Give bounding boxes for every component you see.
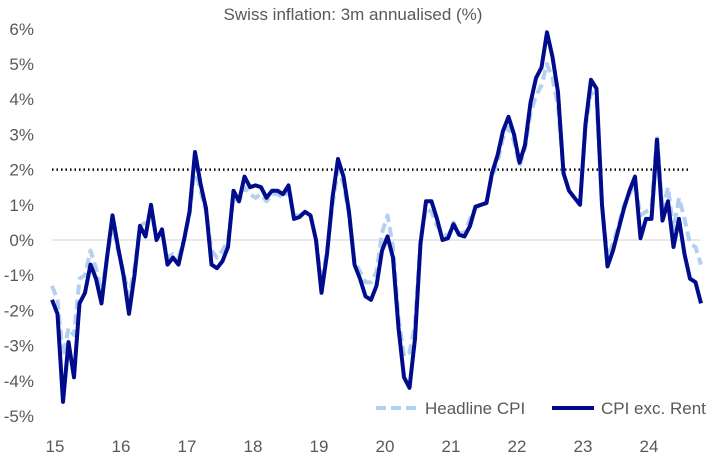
x-tick-label: 18 <box>244 437 263 456</box>
x-tick-label: 20 <box>376 437 395 456</box>
y-tick-label: 0% <box>9 231 34 250</box>
y-tick-label: -5% <box>4 407 34 426</box>
y-tick-label: -1% <box>4 266 34 285</box>
x-tick-label: 21 <box>442 437 461 456</box>
y-tick-label: -3% <box>4 337 34 356</box>
x-tick-label: 19 <box>310 437 329 456</box>
y-tick-label: -4% <box>4 372 34 391</box>
x-tick-label: 22 <box>508 437 527 456</box>
x-tick-label: 16 <box>112 437 131 456</box>
x-tick-label: 17 <box>178 437 197 456</box>
y-tick-label: 4% <box>9 90 34 109</box>
x-tick-label: 23 <box>574 437 593 456</box>
y-tick-label: 2% <box>9 161 34 180</box>
x-tick-label: 24 <box>640 437 659 456</box>
y-tick-label: 5% <box>9 55 34 74</box>
y-tick-label: 1% <box>9 196 34 215</box>
y-tick-label: 6% <box>9 20 34 39</box>
series-line-cpi-exc-rent <box>50 30 703 404</box>
y-tick-label: 3% <box>9 125 34 144</box>
y-tick-label: -2% <box>4 301 34 320</box>
legend-label-headline-cpi: Headline CPI <box>425 399 525 418</box>
chart-title: Swiss inflation: 3m annualised (%) <box>224 5 483 24</box>
legend: Headline CPI CPI exc. Rent <box>376 399 706 418</box>
x-tick-label: 15 <box>46 437 65 456</box>
legend-label-cpi-exc-rent: CPI exc. Rent <box>601 399 706 418</box>
